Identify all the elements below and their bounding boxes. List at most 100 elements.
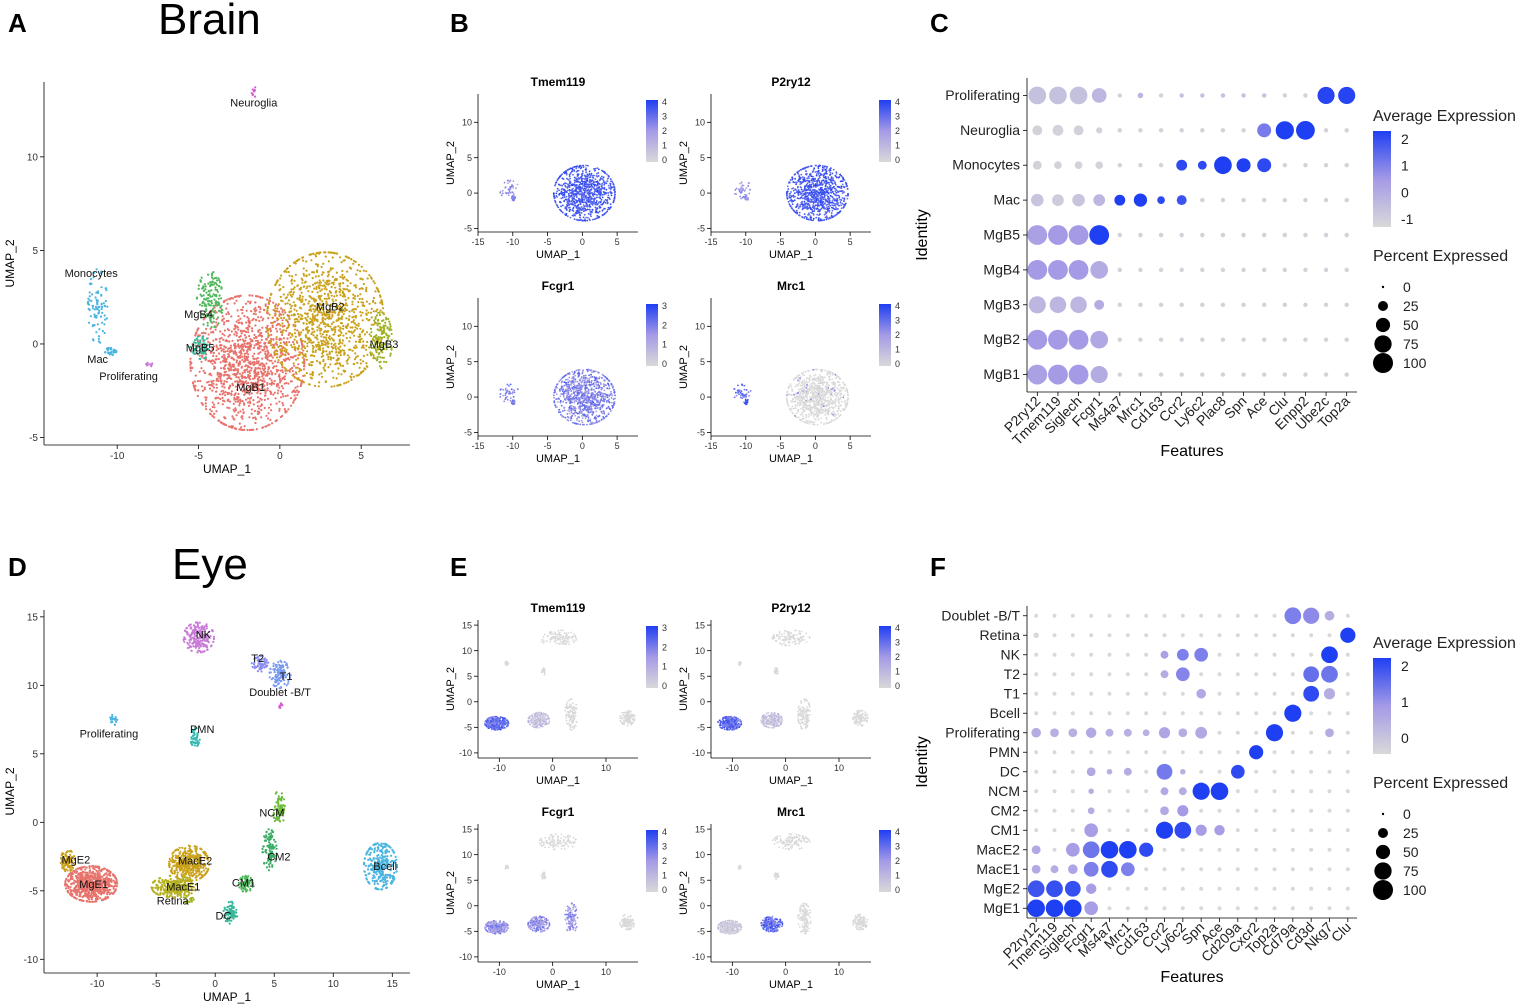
umap-point bbox=[226, 328, 229, 331]
umap-point bbox=[365, 313, 368, 316]
umap-point bbox=[320, 372, 323, 375]
umap-point bbox=[290, 314, 293, 317]
umap-point bbox=[325, 279, 328, 283]
feature-point bbox=[582, 216, 585, 219]
umap-point bbox=[325, 338, 328, 342]
umap-point bbox=[216, 371, 219, 374]
feature-point bbox=[501, 189, 504, 192]
umap-point bbox=[286, 369, 289, 372]
umap-point bbox=[217, 322, 220, 325]
feature-point bbox=[570, 194, 573, 197]
umap-point bbox=[281, 308, 284, 311]
feature-point bbox=[811, 208, 813, 211]
umap-point bbox=[349, 336, 352, 339]
umap-point bbox=[352, 375, 355, 378]
umap-point bbox=[323, 297, 326, 300]
feature-point bbox=[818, 191, 821, 194]
feature-point bbox=[738, 190, 741, 193]
umap-point bbox=[346, 362, 349, 365]
umap-point bbox=[357, 324, 360, 327]
feature-point bbox=[566, 209, 568, 211]
umap-point bbox=[281, 325, 284, 328]
umap-point bbox=[267, 372, 270, 375]
umap-point bbox=[204, 398, 208, 402]
umap-point bbox=[372, 280, 375, 283]
feature-point bbox=[824, 194, 826, 197]
feature-point bbox=[795, 181, 797, 184]
umap-point bbox=[241, 408, 245, 411]
feature-point bbox=[807, 194, 810, 196]
umap-point bbox=[225, 380, 228, 383]
feature-point bbox=[554, 200, 557, 203]
umap-point bbox=[292, 362, 295, 365]
umap-point bbox=[211, 362, 214, 365]
umap-point bbox=[319, 284, 322, 287]
umap-point bbox=[246, 316, 249, 319]
umap-point bbox=[329, 325, 332, 328]
feature-point bbox=[601, 196, 604, 199]
umap-point bbox=[254, 86, 257, 89]
feature-points bbox=[499, 368, 616, 426]
feature-point bbox=[508, 180, 511, 183]
umap-point bbox=[212, 339, 215, 342]
umap-point bbox=[313, 384, 317, 387]
umap-point bbox=[249, 340, 253, 343]
cluster-proliferating bbox=[145, 361, 154, 368]
y-axis-label: UMAP_2 bbox=[3, 239, 17, 287]
feature-point bbox=[817, 201, 820, 204]
umap-point bbox=[223, 345, 226, 348]
umap-point bbox=[299, 333, 302, 336]
umap-point bbox=[320, 335, 323, 338]
umap-point bbox=[258, 306, 262, 309]
umap-point bbox=[111, 353, 114, 356]
umap-point bbox=[246, 368, 249, 371]
umap-point bbox=[296, 348, 300, 351]
umap-point bbox=[195, 331, 198, 334]
umap-point bbox=[326, 330, 329, 333]
umap-point bbox=[229, 344, 232, 347]
umap-point bbox=[278, 386, 281, 389]
umap-point bbox=[303, 340, 307, 343]
umap-point bbox=[380, 300, 383, 303]
umap-point bbox=[389, 352, 392, 355]
feature-point bbox=[609, 178, 612, 181]
umap-point bbox=[236, 381, 239, 384]
umap-point bbox=[364, 288, 368, 291]
umap-point bbox=[245, 355, 248, 358]
umap-point bbox=[212, 359, 215, 363]
umap-point bbox=[233, 324, 237, 328]
feature-point bbox=[808, 177, 810, 180]
umap-point bbox=[282, 404, 285, 407]
umap-point bbox=[331, 298, 334, 301]
umap-point bbox=[297, 344, 301, 347]
umap-point bbox=[288, 274, 291, 277]
umap-point bbox=[311, 344, 314, 347]
umap-point bbox=[243, 352, 246, 355]
feature-point bbox=[822, 201, 825, 203]
feature-point bbox=[602, 170, 604, 173]
umap-point bbox=[233, 333, 236, 336]
umap-point bbox=[284, 372, 288, 375]
feature-point bbox=[584, 187, 587, 190]
umap-point bbox=[250, 310, 253, 313]
umap-point bbox=[378, 313, 382, 317]
umap-point bbox=[260, 370, 263, 373]
feature-point bbox=[567, 193, 570, 195]
feature-point bbox=[838, 195, 841, 198]
umap-point bbox=[315, 344, 318, 347]
umap-point bbox=[307, 290, 310, 293]
umap-point bbox=[224, 390, 227, 394]
umap-point bbox=[237, 411, 240, 414]
feature-point bbox=[806, 179, 809, 182]
y-tick-label: 10 bbox=[462, 117, 472, 127]
colorbar-tick: 0 bbox=[895, 155, 900, 165]
umap-point bbox=[322, 262, 325, 265]
umap-point bbox=[215, 321, 218, 324]
umap-point bbox=[326, 316, 329, 320]
feature-point bbox=[820, 173, 823, 176]
umap-point bbox=[203, 302, 206, 305]
umap-point bbox=[268, 423, 271, 426]
umap-point bbox=[377, 322, 380, 325]
feature-point bbox=[573, 181, 576, 184]
feature-point bbox=[812, 178, 814, 181]
